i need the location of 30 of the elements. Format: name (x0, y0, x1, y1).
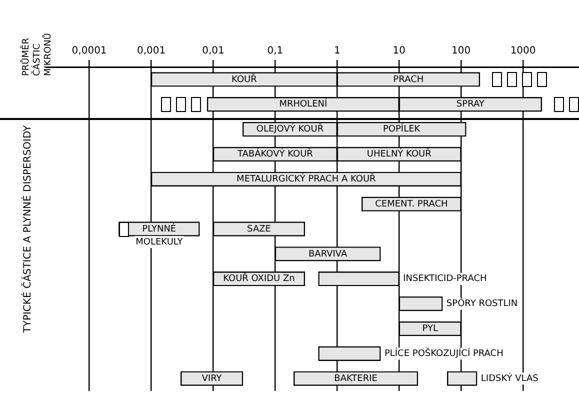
data-label: VIRY (202, 374, 222, 384)
data-label: KOUŘ OXIDU Zn (223, 272, 295, 284)
x-tick-label: 0,001 (136, 46, 166, 57)
x-tick-label: 100 (452, 46, 471, 57)
x-tick-label: 0,01 (202, 46, 224, 57)
data-label: OLEJOVÝ KOUŘ (256, 122, 324, 135)
data-label: LIDSKÝ VLAS (480, 372, 539, 384)
data-label: POPÍLEK (382, 122, 422, 135)
data-label: SAZE (247, 224, 272, 234)
data-label: BARVIVA (308, 249, 348, 260)
data-label: KOUŘ (232, 72, 257, 85)
x-tick-label: 0,0001 (72, 46, 107, 57)
y-axis-title: TYPICKÉ ČÁSTICE A PLYNNÉ DISPERSOIDY (20, 124, 34, 334)
data-label: INSEKTICID-PRACH (403, 274, 487, 284)
data-label: PYL (422, 324, 438, 334)
data-label: UHELNÝ KOUŘ (366, 148, 432, 160)
data-label: TABÁKOVÝ KOUŘ (236, 148, 313, 160)
x-tick-label: 0,1 (267, 46, 284, 57)
data-label: SPRAY (456, 100, 485, 110)
data-label: BAKTERIE (334, 374, 378, 384)
x-tick-label: 1 (334, 46, 340, 57)
data-label: SPÓRY ROSTLIN (446, 297, 518, 310)
x-tick-label: 10 (392, 46, 406, 57)
data-label: PLÍCE POŠKOZUJÍCÍ PRACH (384, 346, 504, 359)
data-label: PLYNNÉ MOLEKULY (136, 222, 184, 248)
data-label: CEMENT. PRACH (375, 199, 448, 210)
data-label: PRACH (393, 74, 424, 85)
data-label: MRHOLENÍ (279, 98, 328, 110)
x-tick-label: 1000 (510, 46, 536, 57)
data-label: METALURGICKÝ PRACH A KOUŘ (236, 172, 376, 184)
